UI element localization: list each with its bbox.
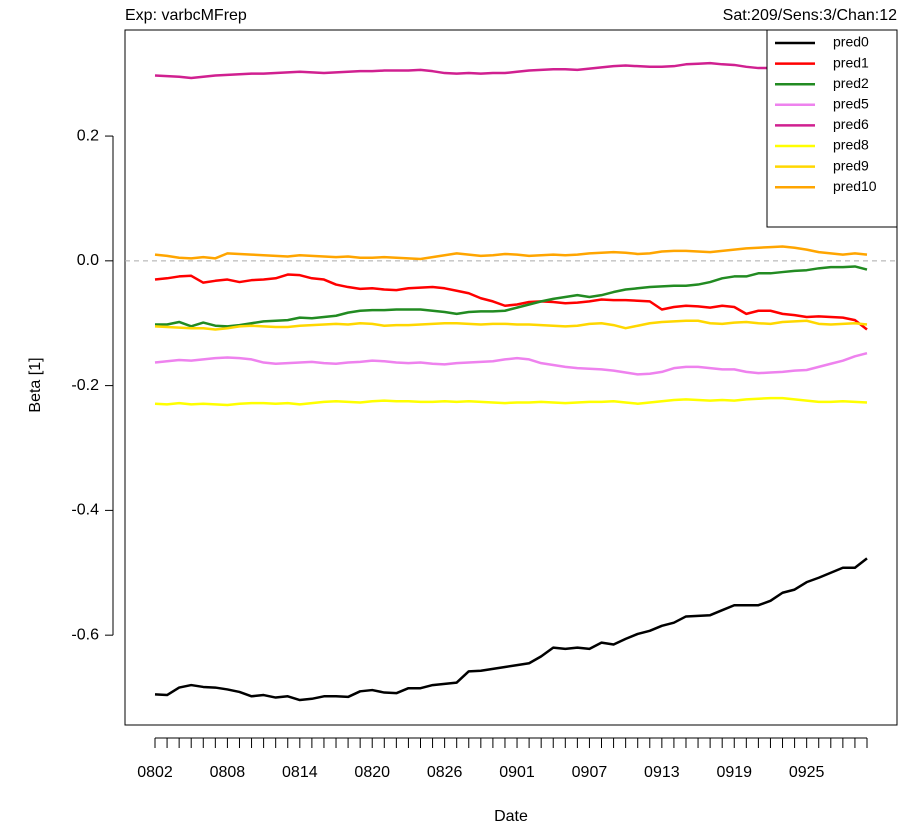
chart-title: Exp: varbcMFrep bbox=[125, 7, 247, 24]
legend-label: pred2 bbox=[833, 75, 869, 91]
series-line bbox=[154, 319, 868, 331]
legend: pred0 pred1 pred2 pred5 pred6 pred8 pred9 pred1… bbox=[766, 29, 898, 228]
legend-box bbox=[766, 29, 898, 228]
plot-frame bbox=[124, 29, 898, 726]
series-line bbox=[154, 351, 868, 376]
x-tick-label: 0925 bbox=[789, 764, 825, 781]
chart-subtitle: Sat:209/Sens:3/Chan:12 bbox=[723, 7, 897, 24]
y-tick-label: -0.2 bbox=[71, 377, 99, 394]
x-tick-label: 0919 bbox=[716, 764, 752, 781]
legend-label: pred5 bbox=[833, 96, 869, 112]
x-tick-label: 0901 bbox=[499, 764, 535, 781]
x-tick-label: 0808 bbox=[210, 764, 246, 781]
series-line bbox=[154, 557, 868, 702]
x-tick-label: 0826 bbox=[427, 764, 463, 781]
y-tick-label: -0.6 bbox=[71, 626, 99, 643]
x-tick-label: 0814 bbox=[282, 764, 318, 781]
y-tick-label: -0.4 bbox=[71, 502, 99, 519]
y-axis-label: Beta [1] bbox=[27, 357, 44, 412]
series-line bbox=[154, 245, 868, 261]
series-line bbox=[154, 61, 867, 80]
legend-label: pred9 bbox=[833, 157, 869, 173]
y-tick-label: 0.2 bbox=[77, 127, 99, 144]
legend-label: pred1 bbox=[833, 54, 869, 70]
legend-label: pred8 bbox=[833, 137, 869, 153]
series-line bbox=[155, 265, 868, 328]
series-line bbox=[154, 273, 868, 331]
y-tick-label: 0.0 bbox=[77, 252, 99, 269]
x-tick-label: 0907 bbox=[572, 764, 608, 781]
legend-label: pred0 bbox=[833, 34, 869, 50]
x-tick-label: 0913 bbox=[644, 764, 680, 781]
x-tick-label: 0802 bbox=[137, 764, 173, 781]
legend-label: pred10 bbox=[833, 178, 877, 194]
x-tick-label: 0820 bbox=[354, 764, 390, 781]
series-line bbox=[154, 396, 868, 407]
x-axis-label: Date bbox=[494, 808, 528, 825]
legend-label: pred6 bbox=[833, 116, 869, 132]
